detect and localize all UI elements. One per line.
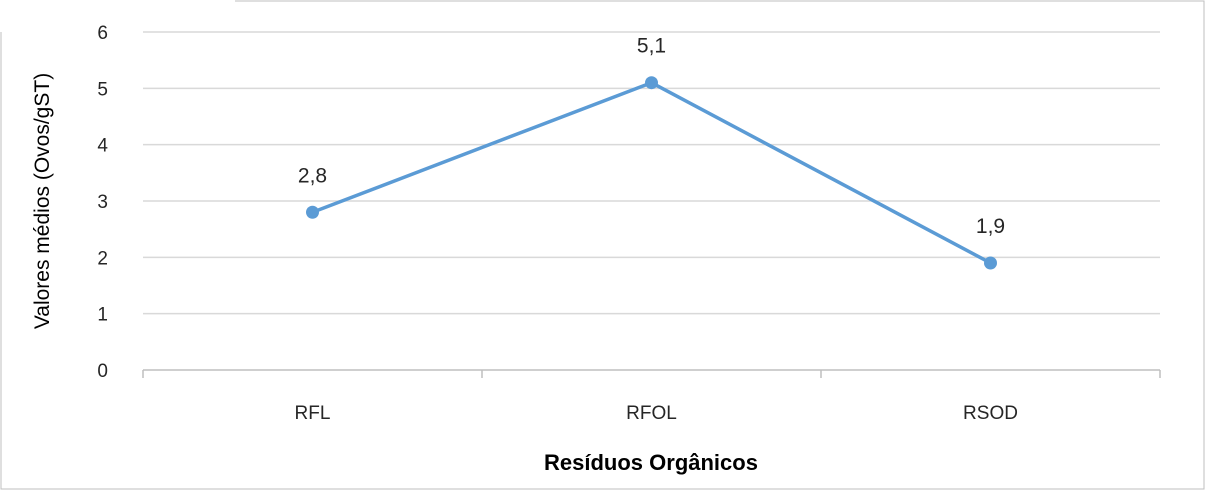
y-axis-title: Valores médios (Ovos/gST) (31, 73, 54, 329)
data-point (645, 76, 658, 90)
data-point (984, 256, 997, 270)
y-tick-label: 0 (97, 361, 108, 382)
y-tick-label: 2 (97, 248, 108, 269)
x-axis (142, 369, 1161, 378)
data-series (306, 76, 997, 270)
y-tick-label: 6 (97, 23, 108, 44)
x-tick-label: RFOL (626, 403, 677, 424)
y-axis-tick-labels: 0 1 2 3 4 5 6 (97, 23, 108, 382)
data-label: 2,8 (298, 164, 327, 187)
x-tick-label: RFL (295, 403, 331, 424)
y-tick-label: 4 (97, 136, 108, 157)
y-tick-label: 5 (97, 79, 108, 100)
y-tick-label: 3 (97, 192, 108, 213)
data-label: 5,1 (637, 35, 666, 58)
data-labels: 2,8 5,1 1,9 (298, 35, 1005, 238)
gridlines (143, 31, 1160, 315)
data-point (306, 205, 319, 219)
x-axis-title: Resíduos Orgânicos (544, 450, 758, 475)
series-line (311, 80, 992, 265)
data-label: 1,9 (976, 215, 1005, 238)
y-tick-label: 1 (97, 305, 108, 326)
x-axis-tick-labels: RFL RFOL RSOD (295, 403, 1018, 424)
x-tick-label: RSOD (963, 403, 1018, 424)
